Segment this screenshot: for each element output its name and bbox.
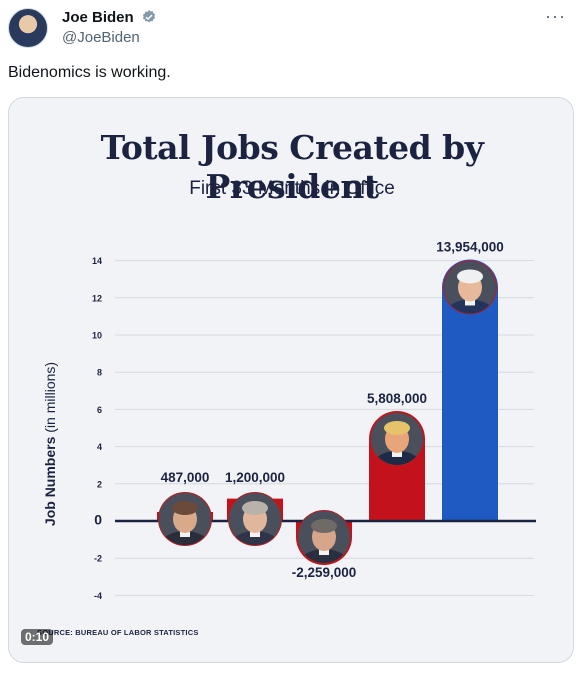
portrait-bush-sr-icon [228, 492, 282, 546]
y-tick-label: 8 [97, 368, 102, 378]
y-tick-label: 4 [97, 442, 102, 452]
chart-title: Total Jobs Created by President [100, 128, 484, 206]
y-tick-label: 6 [97, 405, 102, 415]
y-tick-label: 12 [92, 293, 102, 303]
value-label: -2,259,000 [292, 565, 357, 580]
y-axis-label: Job Numbers (in millions) [42, 362, 58, 526]
video-timer: 0:10 [21, 629, 54, 645]
y-tick-label: -4 [94, 591, 102, 601]
portrait-bush-jr-icon [297, 510, 351, 565]
value-label: 5,808,000 [367, 391, 427, 406]
y-axis-label-unit: (in millions) [42, 362, 58, 433]
value-label: 13,954,000 [436, 239, 504, 254]
more-options-icon[interactable]: ··· [545, 6, 566, 26]
value-label: 1,200,000 [225, 470, 285, 485]
y-tick-label: -2 [94, 554, 102, 564]
verified-badge-icon [142, 10, 155, 23]
author-name[interactable]: Joe Biden [62, 9, 134, 26]
y-tick-label: 2 [97, 479, 102, 489]
y-tick-label: 0 [94, 512, 102, 528]
author-avatar[interactable] [8, 8, 48, 48]
source-note: SOURCE: BUREAU OF LABOR STATISTICS [37, 628, 199, 637]
y-tick-label: 14 [92, 256, 102, 266]
video-media[interactable]: Total Jobs Created by President First 33… [8, 97, 574, 663]
jobs-bar-chart: -4 -2 0 2 4 6 8 10 12 14 487,000 1,200,000 -2,259,0… [42, 239, 536, 601]
author-handle[interactable]: @JoeBiden [62, 29, 140, 46]
bar-biden [442, 259, 498, 521]
y-axis-label-main: Job Numbers [42, 436, 58, 526]
chart-subtitle: First 33 Months in Office [189, 178, 395, 199]
value-label: 487,000 [161, 470, 210, 485]
y-tick-label: 10 [92, 331, 102, 341]
tweet-text: Bidenomics is working. [8, 64, 171, 81]
portrait-biden-icon [443, 260, 497, 315]
portrait-trump-icon [370, 411, 424, 466]
portrait-reagan-icon [158, 492, 212, 546]
